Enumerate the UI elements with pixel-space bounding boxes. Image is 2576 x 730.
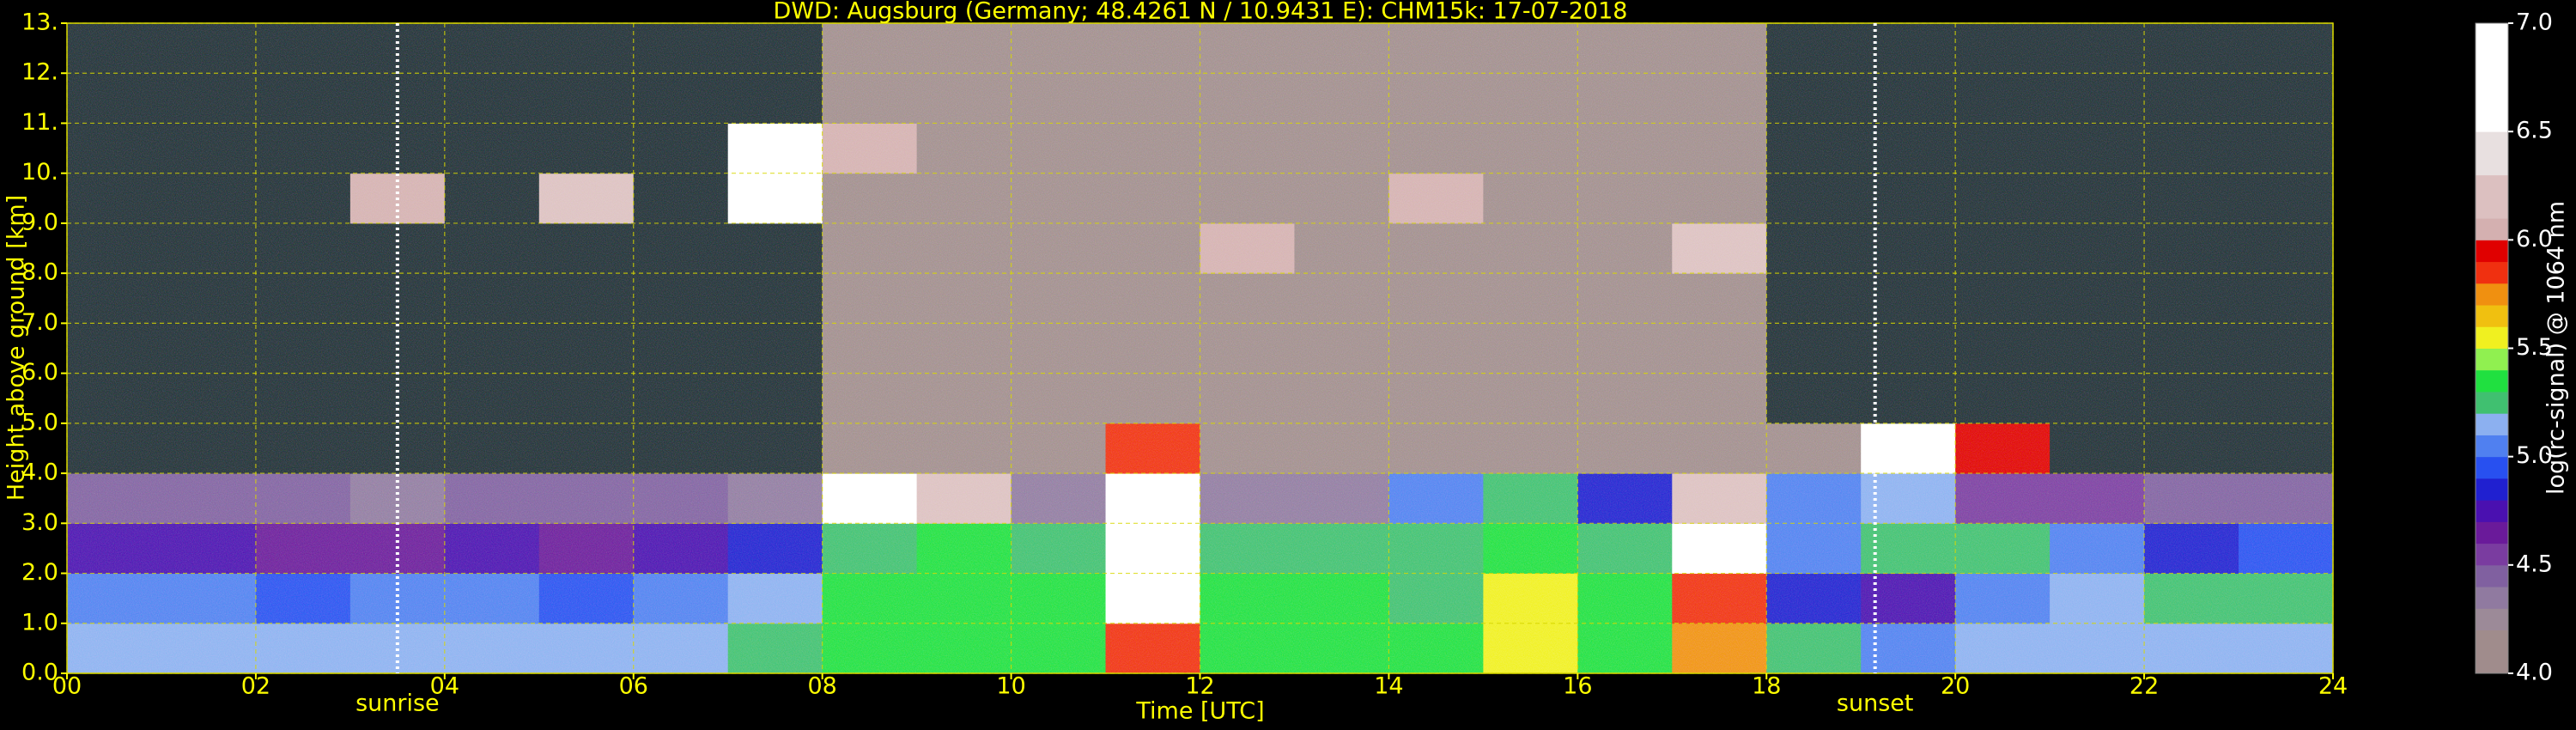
- colorbar-swatch: [2476, 131, 2508, 154]
- x-tick-label: 14: [1374, 673, 1403, 700]
- colorbar-swatch: [2476, 240, 2508, 263]
- y-tick-label: 9.0: [21, 209, 58, 235]
- colorbar-swatch: [2476, 369, 2508, 392]
- colorbar-tick-label: 5.0: [2516, 442, 2553, 469]
- colorbar-swatch: [2476, 391, 2508, 414]
- colorbar-swatch: [2476, 348, 2508, 371]
- x-tick-label: 10: [996, 673, 1025, 700]
- y-tick-label: 1.0: [21, 609, 58, 636]
- colorbar-swatch: [2476, 521, 2508, 544]
- colorbar-swatch: [2476, 88, 2508, 111]
- y-tick-label: 8.0: [21, 259, 58, 286]
- x-tick-label: 02: [241, 673, 270, 700]
- annotation-label: sunset: [1837, 690, 1914, 717]
- colorbar-tick-label: 4.0: [2516, 660, 2553, 686]
- y-tick-label: 13.: [21, 9, 58, 36]
- colorbar-swatch: [2476, 500, 2508, 522]
- colorbar-swatch: [2476, 413, 2508, 435]
- colorbar-swatch: [2476, 608, 2508, 631]
- y-axis-label: Height above ground [km]: [3, 195, 30, 501]
- colorbar-swatch: [2476, 66, 2508, 89]
- colorbar-swatch: [2476, 153, 2508, 176]
- y-tick-label: 10.: [21, 159, 58, 186]
- y-tick-label: 12.: [21, 59, 58, 86]
- colorbar-tick-label: 4.5: [2516, 551, 2553, 577]
- y-tick-label: 7.0: [21, 309, 58, 336]
- x-tick-label: 20: [1941, 673, 1970, 700]
- x-tick-label: 00: [52, 673, 82, 700]
- colorbar-tick-label: 7.0: [2516, 9, 2553, 36]
- colorbar-swatch: [2476, 196, 2508, 219]
- y-tick-label: 11.: [21, 109, 58, 136]
- annotation-label: sunrise: [355, 690, 440, 717]
- x-tick-label: 18: [1752, 673, 1781, 700]
- colorbar-swatch: [2476, 23, 2508, 46]
- colorbar-swatch: [2476, 261, 2508, 284]
- y-tick-label: 4.0: [21, 459, 58, 486]
- colorbar-swatch: [2476, 326, 2508, 349]
- chart-title: DWD: Augsburg (Germany; 48.4261 N / 10.9…: [774, 0, 1628, 25]
- colorbar-tick-label: 6.5: [2516, 118, 2553, 144]
- colorbar-swatch: [2476, 283, 2508, 306]
- x-tick-label: 22: [2129, 673, 2159, 700]
- colorbar-swatch: [2476, 109, 2508, 132]
- colorbar-swatch: [2476, 456, 2508, 479]
- x-tick-label: 04: [430, 673, 459, 700]
- colorbar-swatch: [2476, 630, 2508, 653]
- y-tick-label: 5.0: [21, 409, 58, 435]
- colorbar-swatch: [2476, 587, 2508, 609]
- colorbar-swatch: [2476, 478, 2508, 501]
- y-tick-label: 0.0: [21, 660, 58, 686]
- x-tick-label: 08: [807, 673, 836, 700]
- colorbar-tick-label: 5.5: [2516, 334, 2553, 361]
- colorbar-swatch: [2476, 564, 2508, 587]
- colorbar-swatch: [2476, 651, 2508, 674]
- colorbar-swatch: [2476, 174, 2508, 198]
- y-tick-label: 2.0: [21, 559, 58, 586]
- y-tick-label: 6.0: [21, 359, 58, 386]
- grid: [61, 22, 2334, 679]
- x-axis-label: Time [UTC]: [1135, 698, 1264, 725]
- x-tick-label: 06: [619, 673, 648, 700]
- colorbar-swatch: [2476, 45, 2508, 67]
- colorbar-tick-label: 6.0: [2516, 226, 2553, 252]
- y-tick-label: 3.0: [21, 509, 58, 536]
- colorbar-label: log(rc-signal) @ 1064 nm: [2543, 201, 2570, 495]
- x-tick-label: 24: [2318, 673, 2348, 700]
- colorbar-swatch: [2476, 218, 2508, 240]
- colorbar-swatch: [2476, 543, 2508, 566]
- colorbar-swatch: [2476, 435, 2508, 458]
- x-tick-label: 16: [1563, 673, 1592, 700]
- x-tick-label: 12: [1185, 673, 1214, 700]
- overlay: 0.0 1.0 2.0 3.0 4.0 5.0 6.0 7.0 8.0 9.0 10. 11. 12. 1…: [21, 9, 2553, 717]
- colorbar-swatch: [2476, 305, 2508, 327]
